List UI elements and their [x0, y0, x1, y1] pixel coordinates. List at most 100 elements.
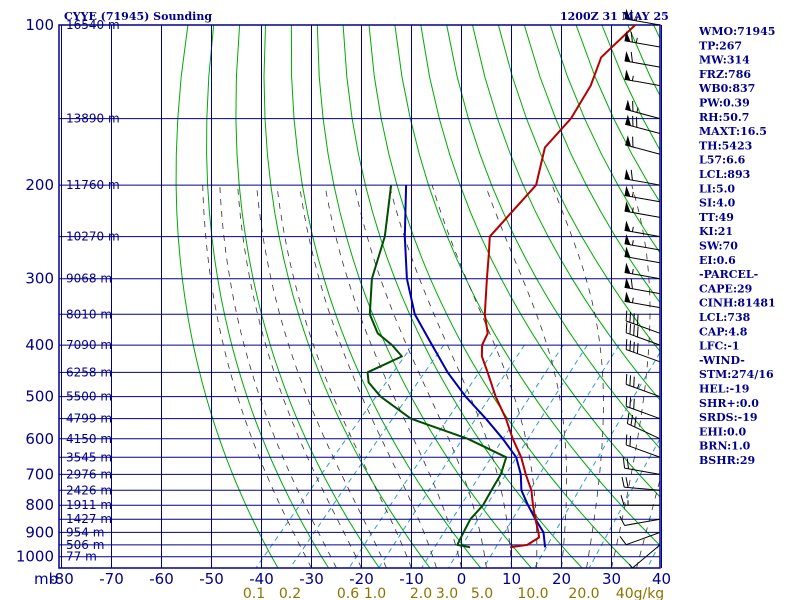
- wind-barb-pennant: [624, 220, 631, 232]
- wind-barb: [625, 135, 661, 155]
- wind-barb-full: [625, 395, 628, 407]
- wind-barb-full: [633, 341, 635, 353]
- wind-barb-full: [630, 278, 633, 289]
- wind-barb-pennant: [624, 8, 631, 20]
- height-level-label: 4799 m: [66, 412, 112, 426]
- wind-barb: [626, 413, 661, 440]
- pressure-tick-label: 400: [25, 336, 54, 354]
- sounding-index: MW:314: [699, 54, 750, 67]
- wind-barb: [624, 201, 661, 218]
- wind-barb: [624, 246, 661, 264]
- wind-barb-full: [619, 515, 625, 526]
- wind-barb-pennant: [624, 246, 631, 258]
- sounding-index: SRDS:-19: [699, 411, 758, 424]
- sounding-index: -PARCEL-: [699, 268, 758, 281]
- wind-barb: [624, 30, 661, 48]
- wind-barb-pennant: [624, 185, 631, 197]
- wind-barb-pennant: [625, 114, 632, 126]
- wind-barb-full: [625, 373, 628, 385]
- mixing-ratio-label: 40g/kg: [616, 586, 664, 600]
- height-level-label: 506 m: [66, 538, 104, 552]
- wind-barb-staff: [626, 332, 661, 346]
- plot-frame: [58, 24, 661, 569]
- wind-barb-half: [635, 37, 638, 43]
- wind-barb-full: [629, 375, 632, 386]
- sounding-index: CAP:4.8: [699, 325, 748, 338]
- wind-barb-pennant: [624, 277, 631, 289]
- wind-barb: [625, 310, 661, 334]
- sounding-index: TP:267: [699, 39, 742, 52]
- moist-adiabat: [324, 185, 462, 568]
- mixing-ratio-line: [447, 344, 588, 568]
- wind-barb-pennant: [624, 291, 631, 303]
- wind-barb-staff: [626, 444, 661, 458]
- pressure-tick-label: 600: [25, 430, 54, 448]
- wind-barb-staff: [624, 210, 661, 218]
- pressure-tick-label: 300: [25, 270, 54, 288]
- wind-barb-pennant: [624, 30, 631, 42]
- wind-barb: [622, 457, 661, 475]
- wind-barb-half: [631, 75, 634, 81]
- sounding-index: TT:49: [699, 211, 734, 224]
- wind-barb: [619, 515, 661, 526]
- wind-barb-staff: [624, 195, 661, 203]
- temperature-tick-label: 20: [552, 570, 571, 588]
- wind-barb-half: [631, 207, 634, 213]
- moist-adiabat: [431, 184, 538, 568]
- wind-barb-staff: [624, 518, 661, 526]
- wind-barb-pennant: [624, 51, 631, 62]
- wind-barb-staff: [624, 229, 661, 238]
- wind-barb-staff: [624, 486, 661, 491]
- sounding-index: CAPE:29: [699, 282, 752, 295]
- temperature-tick-label: 30: [602, 570, 621, 588]
- sounding-index: CINH:81481: [699, 297, 776, 310]
- height-level-label: 2976 m: [66, 467, 112, 481]
- wind-barb: [624, 8, 661, 26]
- sounding-index: STM:274/16: [699, 368, 774, 381]
- wind-barb-half: [631, 226, 634, 232]
- temperature-tick-label: 0: [457, 570, 467, 588]
- mixing-ratio-line: [421, 344, 564, 568]
- pressure-tick-label: 100: [25, 16, 54, 34]
- wind-barb-full: [629, 435, 632, 447]
- wind-barb-full: [625, 339, 628, 350]
- dry-adiabat: [394, 25, 660, 547]
- temperature-tick-label: -10: [399, 570, 424, 588]
- mixing-ratio-label: 2.0: [410, 586, 432, 600]
- pressure-tick-label: 200: [25, 176, 54, 194]
- mixing-ratio-line: [483, 344, 620, 568]
- wind-barb-full: [629, 323, 632, 335]
- wind-barb-staff: [624, 300, 661, 309]
- wind-barb: [619, 531, 661, 546]
- sounding-index: L57:6.6: [699, 154, 746, 167]
- wind-barb-full: [633, 376, 635, 388]
- dry-adiabat: [368, 25, 634, 568]
- wind-barb-full: [630, 51, 633, 63]
- wind-barb-full: [633, 325, 635, 336]
- sounding-index: -WIND-: [699, 354, 745, 367]
- height-level-label: 77 m: [66, 550, 97, 564]
- wind-barb: [624, 69, 661, 87]
- moist-adiabat: [276, 185, 412, 568]
- wind-barb-pennant: [624, 262, 631, 274]
- moist-adiabat: [237, 185, 362, 568]
- temperature-tick-label: -80: [49, 570, 74, 588]
- dry-adiabat: [175, 25, 279, 568]
- wind-barb-full: [629, 340, 632, 351]
- sounding-index: EHI:0.0: [699, 425, 746, 438]
- wind-barb-full: [626, 458, 629, 469]
- sounding-time: 1200Z 31 MAY 25: [560, 10, 669, 23]
- wind-barb-half: [631, 297, 634, 303]
- height-level-label: 954 m: [66, 525, 104, 539]
- dry-adiabat: [316, 25, 532, 568]
- wind-barb-staff: [632, 544, 661, 569]
- wind-barb-staff: [624, 467, 661, 475]
- temperature-tick-label: -50: [199, 570, 224, 588]
- grid: [58, 24, 662, 569]
- mixing-ratio-label: 5.0: [471, 586, 493, 600]
- sounding-index: MAXT:16.5: [699, 125, 767, 138]
- mixing-ratio-label: 3.0: [436, 586, 458, 600]
- dewpoint-line: [366, 184, 508, 549]
- moist-adiabat: [219, 185, 337, 568]
- wind-barb-staff: [624, 256, 661, 264]
